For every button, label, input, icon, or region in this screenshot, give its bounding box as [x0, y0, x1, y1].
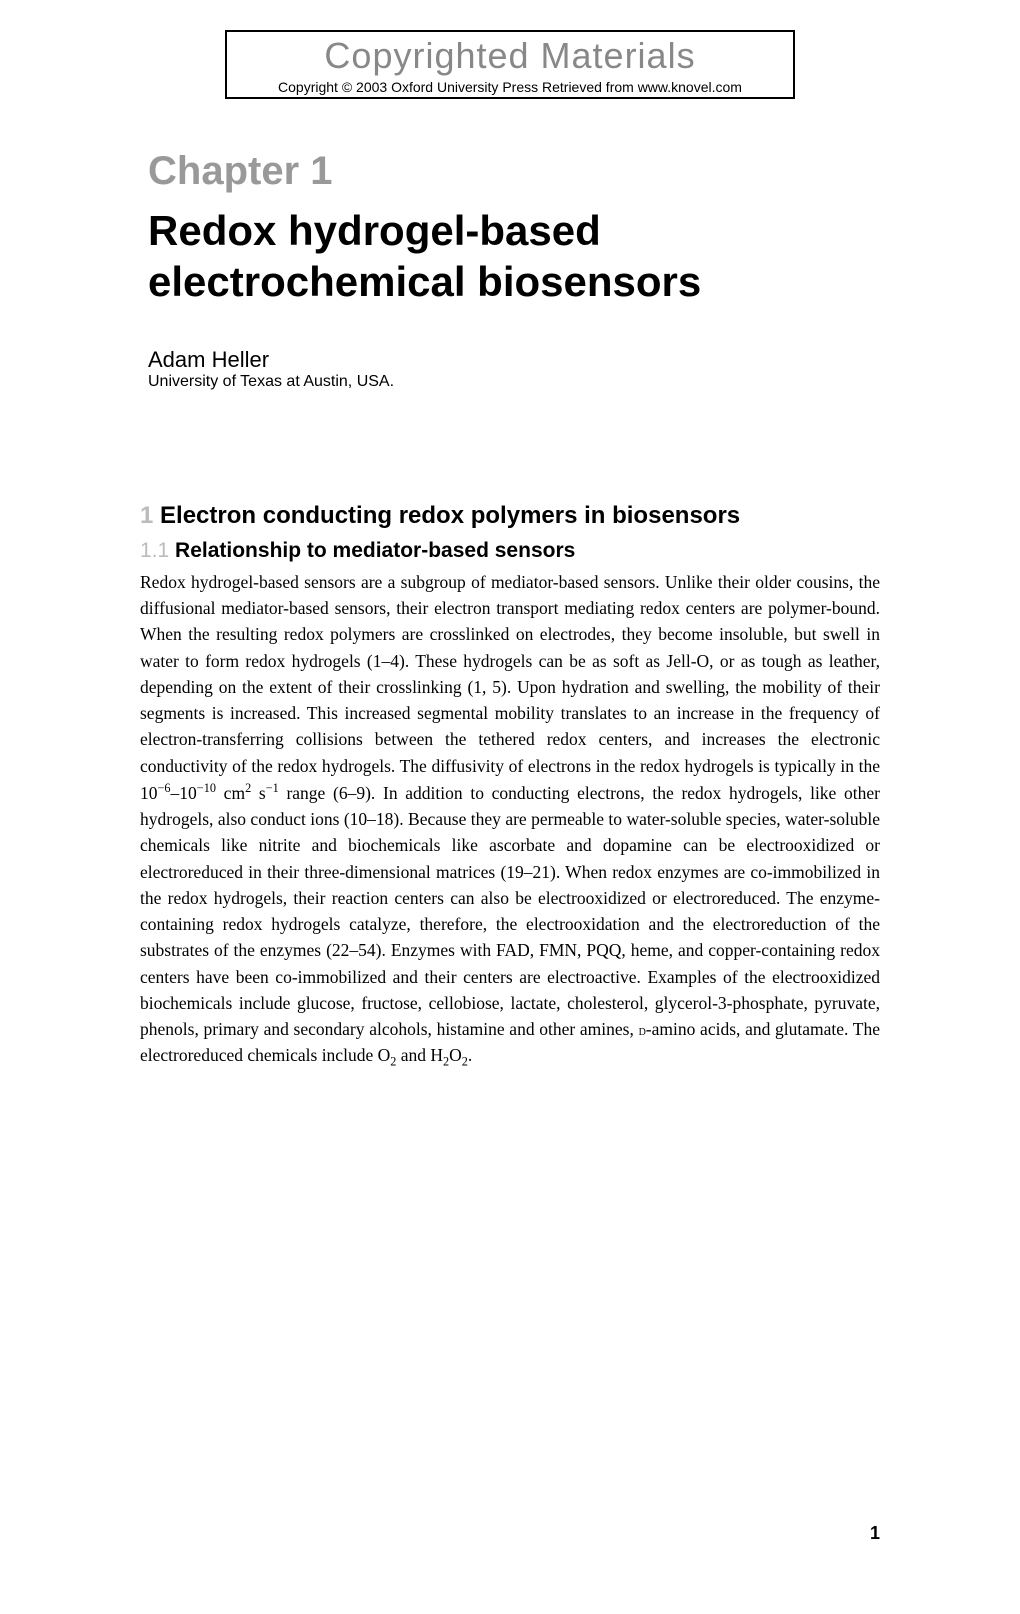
section-heading: 1 Electron conducting redox polymers in … [140, 501, 880, 531]
author-affiliation: University of Texas at Austin, USA. [148, 373, 880, 391]
body-text-1h: O [449, 1045, 462, 1065]
body-text-1e: range (6–9). In addition to conducting e… [140, 783, 880, 1039]
subsection-heading: 1.1 Relationship to mediator-based senso… [140, 539, 880, 563]
copyright-notice: Copyright © 2003 Oxford University Press… [227, 77, 793, 97]
copyright-title: Copyrighted Materials [227, 32, 793, 77]
section-number: 1 [140, 502, 153, 529]
body-text-1g: and H [396, 1045, 443, 1065]
smallcaps-d: d [639, 1023, 646, 1039]
body-text-1i: . [468, 1045, 472, 1065]
subsection-number: 1.1 [140, 539, 169, 562]
author-name: Adam Heller [148, 347, 880, 373]
chapter-label: Chapter 1 [148, 149, 880, 194]
superscript-n6: −6 [158, 781, 171, 795]
section-title: Electron conducting redox polymers in bi… [160, 502, 740, 529]
copyright-box: Copyrighted Materials Copyright © 2003 O… [225, 30, 795, 99]
superscript-n10: −10 [197, 781, 216, 795]
chapter-title: Redox hydrogel-based electrochemical bio… [148, 206, 880, 307]
page-number: 1 [870, 1523, 880, 1544]
body-paragraph: Redox hydrogel-based sensors are a subgr… [140, 569, 880, 1071]
body-text-1b: –10 [171, 783, 197, 803]
subsection-title: Relationship to mediator-based sensors [175, 539, 575, 562]
body-text-1d: s [251, 783, 266, 803]
superscript-n1: −1 [266, 781, 279, 795]
body-text-1c: cm [216, 783, 245, 803]
body-text-1a: Redox hydrogel-based sensors are a subgr… [140, 572, 880, 803]
